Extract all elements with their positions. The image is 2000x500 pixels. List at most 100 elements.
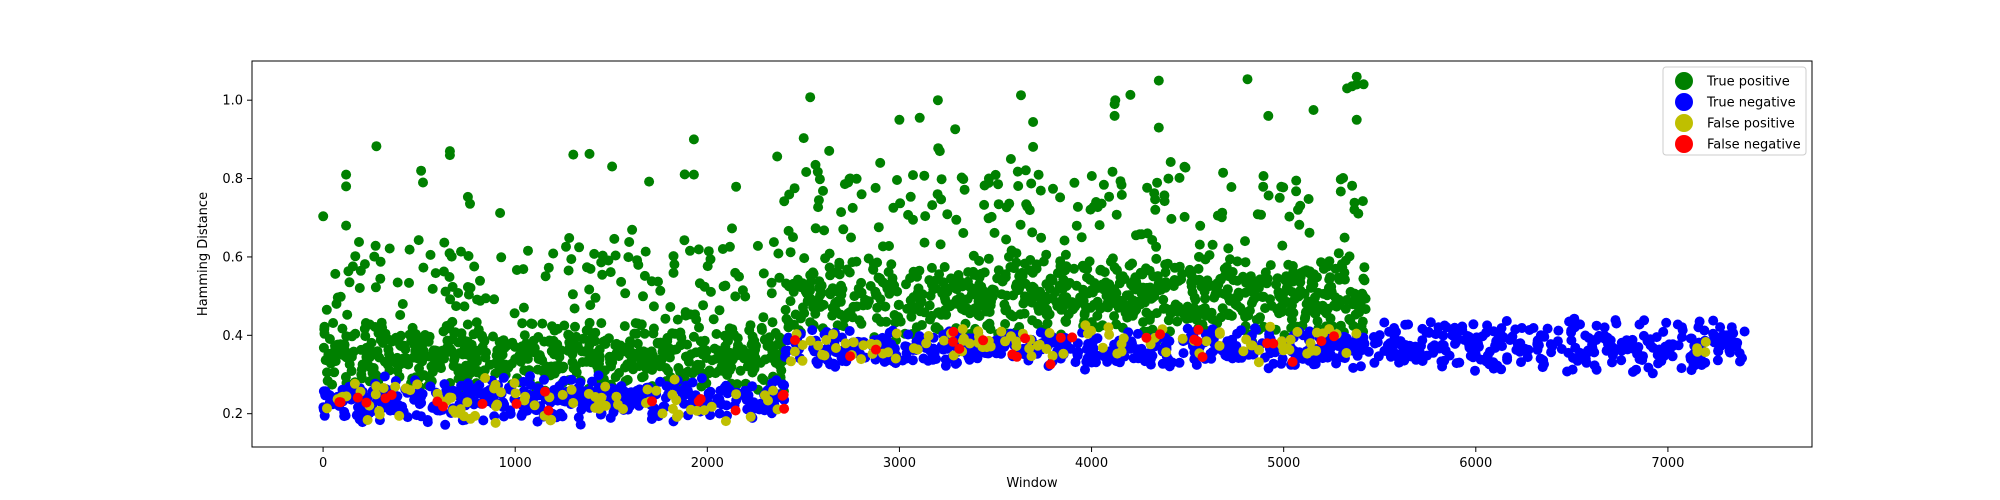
true-negative-point bbox=[1230, 346, 1241, 357]
true-negative-point bbox=[1516, 323, 1527, 333]
true-positive-point bbox=[973, 310, 984, 321]
true-negative-point bbox=[1488, 326, 1499, 337]
true-positive-point bbox=[456, 246, 466, 257]
true-positive-point bbox=[489, 294, 500, 305]
true-positive-point bbox=[1026, 178, 1037, 189]
true-positive-point bbox=[687, 368, 698, 379]
false-positive-point bbox=[1700, 337, 1711, 347]
true-positive-point bbox=[607, 161, 618, 172]
true-positive-point bbox=[883, 267, 894, 277]
true-negative-point bbox=[1622, 344, 1633, 355]
false-negative-point bbox=[870, 344, 881, 355]
false-negative-point bbox=[647, 396, 657, 407]
true-positive-point bbox=[773, 339, 783, 350]
true-positive-point bbox=[639, 270, 650, 281]
x-tick-label: 1000 bbox=[499, 456, 532, 471]
true-negative-point bbox=[1470, 365, 1480, 376]
plot-area bbox=[251, 60, 1813, 448]
true-negative-point bbox=[1569, 322, 1580, 333]
true-positive-point bbox=[1193, 275, 1203, 286]
true-positive-point bbox=[781, 313, 792, 324]
false-positive-point bbox=[1116, 346, 1127, 357]
true-positive-point bbox=[719, 330, 730, 341]
true-positive-point bbox=[1278, 182, 1289, 193]
true-positive-point bbox=[620, 288, 631, 299]
true-positive-point bbox=[851, 301, 862, 312]
true-negative-point bbox=[1725, 333, 1735, 344]
true-positive-point bbox=[950, 124, 961, 135]
false-positive-point bbox=[349, 378, 360, 389]
true-positive-point bbox=[727, 223, 737, 234]
false-positive-point bbox=[455, 408, 465, 419]
true-positive-point bbox=[758, 268, 769, 279]
true-negative-point bbox=[1522, 352, 1533, 363]
true-negative-point bbox=[1589, 360, 1600, 371]
true-positive-point bbox=[734, 271, 744, 282]
true-positive-point bbox=[1152, 177, 1163, 188]
true-positive-point bbox=[705, 254, 716, 265]
true-positive-point bbox=[581, 325, 592, 336]
true-negative-point bbox=[747, 381, 758, 392]
false-negative-point bbox=[1141, 332, 1152, 343]
true-positive-point bbox=[884, 288, 895, 299]
true-positive-point bbox=[559, 320, 570, 331]
true-positive-point bbox=[1095, 303, 1106, 314]
true-positive-point bbox=[1199, 286, 1210, 297]
true-positive-point bbox=[1141, 263, 1151, 274]
true-positive-point bbox=[611, 338, 622, 349]
true-negative-point bbox=[1505, 335, 1515, 345]
true-positive-point bbox=[1027, 281, 1038, 292]
true-positive-point bbox=[1012, 166, 1023, 177]
true-negative-point bbox=[714, 408, 725, 419]
true-positive-point bbox=[1351, 114, 1362, 125]
true-negative-point bbox=[516, 410, 527, 421]
true-positive-point bbox=[628, 364, 639, 375]
true-positive-point bbox=[1069, 263, 1079, 274]
false-positive-point bbox=[813, 340, 824, 351]
true-positive-point bbox=[1019, 308, 1030, 319]
true-positive-point bbox=[1149, 291, 1160, 302]
true-negative-point bbox=[1708, 315, 1719, 326]
true-positive-point bbox=[679, 169, 690, 180]
true-positive-point bbox=[1001, 202, 1012, 213]
true-positive-point bbox=[1240, 309, 1251, 320]
true-positive-point bbox=[673, 363, 684, 373]
true-positive-point bbox=[1330, 292, 1341, 303]
true-negative-point bbox=[1355, 361, 1366, 372]
true-positive-point bbox=[870, 286, 881, 297]
true-negative-point bbox=[593, 370, 604, 381]
true-positive-point bbox=[731, 181, 742, 192]
true-positive-point bbox=[449, 352, 460, 363]
true-negative-point bbox=[1143, 348, 1154, 359]
true-negative-point bbox=[587, 376, 597, 387]
true-positive-point bbox=[1216, 212, 1227, 223]
data-points bbox=[318, 71, 1750, 430]
legend-label: False negative bbox=[1707, 138, 1801, 153]
true-positive-point bbox=[1005, 154, 1016, 164]
true-positive-point bbox=[522, 353, 533, 364]
false-negative-point bbox=[1055, 332, 1066, 343]
true-positive-point bbox=[1231, 292, 1242, 303]
true-negative-point bbox=[807, 325, 818, 336]
true-positive-point bbox=[320, 355, 331, 366]
true-negative-point bbox=[1374, 330, 1385, 341]
true-negative-point bbox=[1385, 338, 1395, 349]
false-positive-point bbox=[651, 385, 662, 396]
true-positive-point bbox=[445, 343, 456, 354]
true-positive-point bbox=[940, 304, 951, 315]
true-positive-point bbox=[570, 321, 580, 332]
true-positive-point bbox=[590, 327, 601, 338]
true-negative-point bbox=[1481, 327, 1492, 338]
true-positive-point bbox=[837, 284, 848, 295]
true-positive-point bbox=[434, 359, 445, 370]
false-positive-point bbox=[1177, 333, 1188, 344]
false-negative-point bbox=[352, 392, 363, 403]
true-positive-point bbox=[354, 283, 365, 293]
true-negative-point bbox=[1164, 336, 1175, 347]
true-positive-point bbox=[1035, 185, 1046, 196]
true-negative-point bbox=[441, 384, 452, 395]
true-positive-point bbox=[548, 248, 559, 259]
true-positive-point bbox=[709, 343, 720, 354]
true-positive-point bbox=[627, 224, 638, 235]
true-positive-point bbox=[1215, 274, 1226, 285]
